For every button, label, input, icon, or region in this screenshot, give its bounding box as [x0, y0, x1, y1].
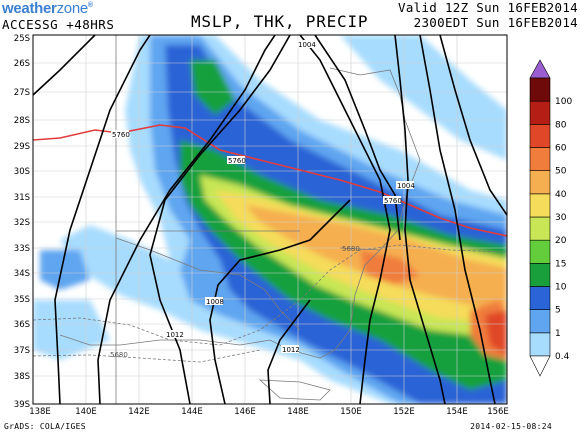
colorbar-swatch	[529, 170, 551, 195]
lat-label: 25S	[14, 34, 30, 44]
lon-label: 144E	[181, 407, 203, 417]
generation-timestamp: 2014-02-15-08:24	[470, 422, 552, 431]
mslp-label-1008: 1008	[206, 298, 224, 306]
lon-label: 140E	[75, 407, 97, 417]
colorbar-swatch	[529, 124, 551, 148]
lat-label: 38S	[14, 372, 30, 382]
colorbar-swatch	[529, 100, 551, 125]
longitude-labels: 138E 140E 142E 144E 146E 148E 150E 152E …	[29, 407, 509, 417]
colorbar-label: 5	[555, 306, 561, 316]
colorbar-label: 80	[555, 120, 567, 130]
colorbar-swatch	[529, 239, 551, 264]
valid-time: Valid 12Z Sun 16FEB2014 2300EDT Sun 16FE…	[398, 0, 578, 30]
colorbar-swatch	[529, 286, 551, 310]
lat-label: 32S	[14, 218, 30, 228]
lat-label: 35S	[14, 295, 30, 305]
colorbar-swatch	[529, 309, 551, 334]
chart-title: MSLP, THK, PRECIP	[191, 12, 369, 31]
lat-label: 36S	[14, 320, 30, 330]
latitude-labels: 25S 26S 27S 28S 29S 30S 31S 32S 33S 34S …	[14, 34, 30, 410]
lat-label: 28S	[14, 116, 30, 126]
contour-label-group: 1004 1004 1008 1012 1012 5760 5760 5760 …	[110, 40, 415, 359]
lon-label: 152E	[393, 407, 415, 417]
colorbar-swatch	[529, 193, 551, 218]
precip-field	[33, 35, 507, 404]
colorbar-label: 0.4	[555, 352, 570, 362]
colorbar-label: 15	[555, 259, 566, 269]
colorbar-label: 60	[555, 144, 567, 154]
lat-label: 39S	[14, 400, 30, 410]
colorbar-label: 50	[555, 167, 567, 177]
lon-label: 148E	[287, 407, 309, 417]
valid-local: 2300EDT Sun 16FEB2014	[413, 15, 578, 30]
colorbar-label: 40	[555, 190, 567, 200]
lon-label: 138E	[29, 407, 51, 417]
model-run-label: ACCESSG +48HRS	[2, 17, 115, 32]
mslp-label-1012-west: 1012	[166, 331, 184, 339]
thk-label-5760-east: 5760	[384, 197, 402, 205]
lon-label: 156E	[487, 407, 509, 417]
lat-label: 26S	[14, 59, 30, 69]
mslp-label-1012-south: 1012	[282, 346, 300, 354]
valid-utc: Valid 12Z Sun 16FEB2014	[398, 0, 578, 15]
lat-label: 30S	[14, 167, 30, 177]
colorbar-label: 1	[555, 329, 561, 339]
thk-label-5760-mid: 5760	[228, 157, 246, 165]
colorbar-label: 20	[555, 236, 567, 246]
colorbar-top-arrow	[529, 59, 551, 79]
map-border	[32, 34, 508, 405]
lat-label: 33S	[14, 244, 30, 254]
colorbar-label: 30	[555, 213, 567, 223]
thickness-contours	[33, 244, 507, 363]
colorbar-label: 10	[555, 283, 567, 293]
colorbar-swatch	[529, 263, 551, 287]
colorbar-swatch	[529, 147, 551, 171]
lon-label: 154E	[446, 407, 468, 417]
thk-label-5760-west: 5760	[112, 131, 130, 139]
weatherzone-logo: weatherzone®	[2, 0, 93, 17]
colorbar-label: 100	[555, 97, 572, 107]
mslp-label-1004-east: 1004	[397, 182, 415, 190]
colorbar-swatch	[529, 332, 551, 357]
colorbar-bottom-arrow	[529, 355, 551, 377]
lat-label: 29S	[14, 142, 30, 152]
lat-label: 37S	[14, 346, 30, 356]
lat-label: 34S	[14, 269, 30, 279]
lon-label: 150E	[340, 407, 362, 417]
grads-credit: GrADS: COLA/IGES	[4, 422, 86, 431]
mslp-label-1004-north: 1004	[298, 41, 316, 49]
lon-label: 146E	[234, 407, 256, 417]
lat-label: 27S	[14, 88, 30, 98]
thk-label-5680-north: 5680	[342, 245, 360, 253]
colorbar-swatch	[529, 77, 551, 102]
colorbar-swatch	[529, 216, 551, 241]
lon-label: 142E	[128, 407, 150, 417]
lat-label: 31S	[14, 193, 30, 203]
thk-label-5680-south: 5680	[110, 351, 128, 359]
